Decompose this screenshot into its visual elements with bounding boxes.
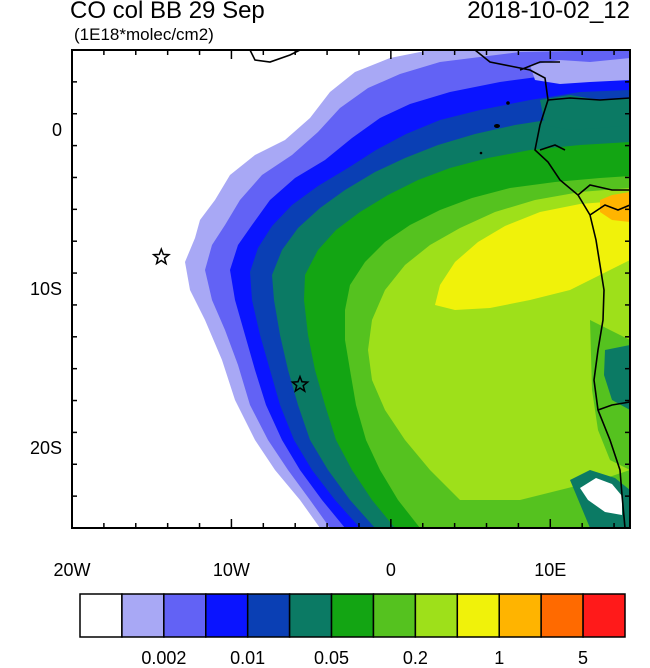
colorbar-swatch [288, 593, 333, 638]
colorbar-swatch [163, 593, 207, 638]
lon-tick-label: 20W [53, 560, 91, 580]
band-north-teal [540, 95, 630, 130]
islands [479, 101, 510, 155]
colorbar-swatch [205, 593, 249, 638]
lon-tick-label: 0 [385, 560, 396, 580]
datetime-label: 2018-10-02_12 [467, 0, 630, 24]
colorbar-swatch [121, 593, 165, 638]
colorbar-swatch [330, 593, 375, 638]
markers-layer [151, 246, 310, 393]
lon-tick-label: 10W [212, 560, 250, 580]
colorbar-label: 0.05 [314, 648, 350, 668]
star-marker-central-icon [290, 374, 310, 393]
colorbar-label: 0.01 [230, 648, 266, 668]
lat-tick-label: 10S [29, 279, 62, 299]
co-field [72, 50, 630, 528]
colorbar-swatch [372, 593, 417, 638]
band-coast-white [580, 478, 622, 515]
map-title: CO col BB 29 Sep [70, 0, 265, 24]
band-inland-teal [604, 345, 630, 410]
colorbar-swatch [498, 593, 542, 638]
colorbar-swatch [456, 593, 500, 638]
axis-ticks [71, 49, 630, 529]
colorbar-swatch [79, 593, 123, 638]
colorbar [79, 593, 626, 638]
band-orange [600, 192, 630, 222]
colorbar-swatch [582, 593, 626, 638]
colorbar-swatch [540, 593, 584, 638]
colorbar-label: 1 [494, 648, 505, 668]
star-marker-west-icon [151, 246, 171, 266]
lat-tick-label: 20S [29, 438, 62, 459]
coastlines [249, 50, 630, 528]
lon-tick-label: 10E [534, 560, 567, 580]
band-north-lavender [530, 58, 630, 84]
colorbar-label: 0.2 [402, 648, 428, 668]
colorbar-label: 0.002 [141, 648, 187, 668]
lat-tick-label: 0 [51, 119, 62, 140]
band-yellow [435, 200, 630, 310]
units-label: (1E18*molec/cm2) [74, 25, 214, 44]
map-frame [71, 49, 631, 529]
colorbar-swatch [246, 593, 291, 638]
colorbar-label: 5 [578, 648, 589, 668]
colorbar-swatch [414, 593, 459, 638]
